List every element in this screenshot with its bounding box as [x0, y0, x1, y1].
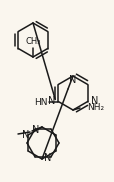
Text: N: N: [69, 75, 76, 85]
Text: N: N: [48, 96, 55, 106]
Text: N: N: [44, 153, 51, 163]
Text: N: N: [90, 96, 97, 106]
Text: N: N: [31, 125, 39, 135]
Text: NH₂: NH₂: [86, 102, 103, 112]
Text: CH₃: CH₃: [25, 37, 40, 46]
Text: N: N: [21, 130, 29, 140]
Text: HN: HN: [34, 98, 47, 107]
